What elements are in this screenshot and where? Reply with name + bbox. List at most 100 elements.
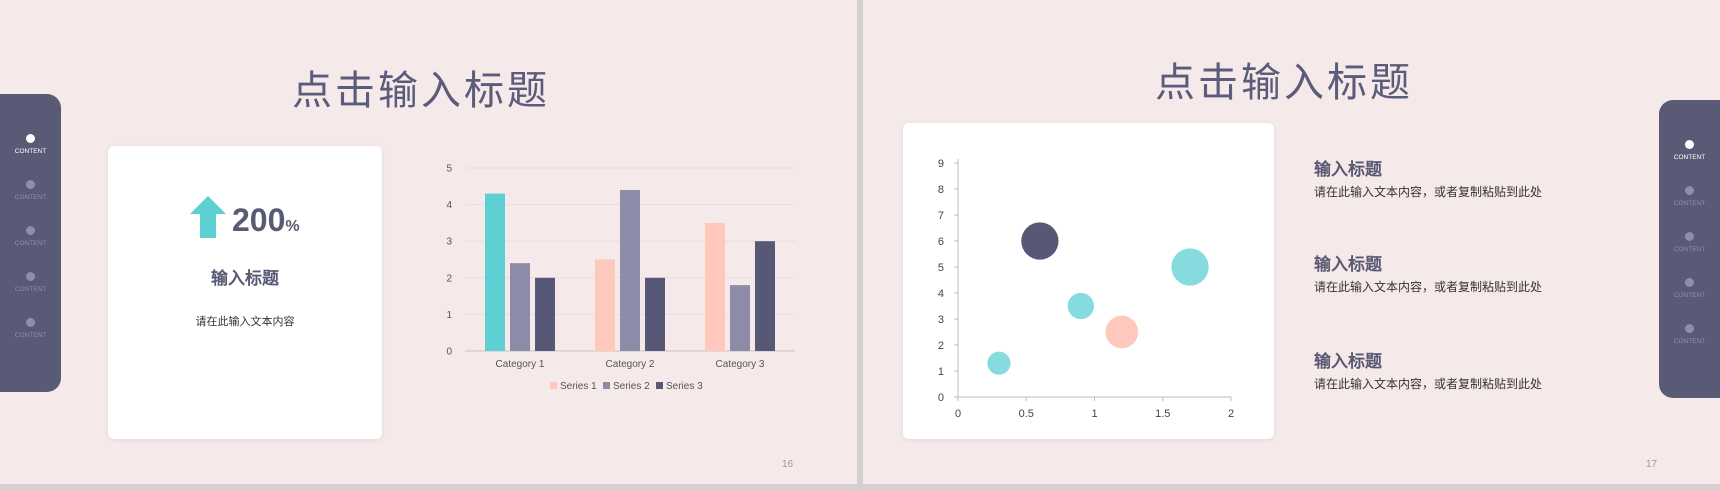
y-tick-label: 7 (938, 210, 944, 222)
x-tick-label: 0.5 (1019, 408, 1034, 420)
bubble (987, 351, 1011, 375)
text-block[interactable]: 输入标题 请在此输入文本内容，或者复制粘贴到此处 (1314, 347, 1542, 392)
side-nav: CONTENT CONTENT CONTENT CONTENT CONTENT (0, 94, 61, 392)
side-nav: CONTENT CONTENT CONTENT CONTENT CONTENT (1659, 100, 1720, 398)
slide-title[interactable]: 点击输入标题 (1155, 60, 1413, 106)
nav-item-4[interactable]: CONTENT (1659, 278, 1720, 299)
x-tick-label: 2 (1228, 408, 1234, 420)
nav-item-2[interactable]: CONTENT (0, 180, 61, 201)
slide-16[interactable]: 点击输入标题 CONTENT CONTENT CONTENT CONTENT CONTE… (0, 0, 857, 484)
card-text: 请在此输入文本内容 (195, 315, 295, 328)
bar (755, 241, 775, 351)
nav-dot (1685, 140, 1694, 149)
text-block[interactable]: 输入标题 请在此输入文本内容，或者复制粘贴到此处 (1314, 250, 1542, 295)
page-number: 17 (1646, 459, 1658, 470)
text-block[interactable]: 输入标题 请在此输入文本内容，或者复制粘贴到此处 (1314, 155, 1542, 200)
y-tick-label: 3 (446, 237, 452, 248)
nav-dot (26, 180, 35, 189)
x-tick-label: 0 (955, 408, 961, 420)
legend-swatch (656, 382, 663, 389)
y-tick-label: 4 (938, 288, 944, 300)
nav-item-3[interactable]: CONTENT (1659, 232, 1720, 253)
nav-dot (1685, 232, 1694, 241)
x-tick-label: Category 3 (716, 359, 765, 370)
slide-title[interactable]: 点击输入标题 (292, 68, 550, 114)
bubble (1105, 315, 1139, 349)
bar (595, 259, 615, 351)
y-tick-label: 2 (938, 340, 944, 352)
legend-label: Series 2 (613, 381, 650, 392)
y-tick-label: 9 (938, 158, 944, 170)
x-tick-label: 1 (1091, 408, 1097, 420)
y-tick-label: 4 (446, 200, 452, 211)
legend-swatch (603, 382, 610, 389)
chart-card: 0 1 2 3 4 5 6 7 8 9 0 0.5 1 1.5 2 (903, 123, 1274, 439)
y-tick-label: 0 (446, 347, 452, 358)
y-tick-label: 0 (938, 392, 944, 404)
bar-chart: 0 1 2 3 4 5 Category 1 Category 2 Category 3 Seri… (446, 164, 795, 392)
nav-dot (1685, 186, 1694, 195)
x-tick-label: 1.5 (1155, 408, 1170, 420)
nav-label: CONTENT (14, 148, 47, 155)
bar (705, 222, 725, 351)
nav-label: CONTENT (1673, 154, 1706, 161)
bubble (1067, 292, 1095, 320)
bubble-chart: 0 1 2 3 4 5 6 7 8 9 0 0.5 1 1.5 2 (938, 158, 1234, 420)
nav-item-1[interactable]: CONTENT (0, 134, 61, 155)
y-tick-label: 5 (446, 164, 452, 175)
y-tick-label: 6 (938, 236, 944, 248)
y-tick-label: 3 (938, 314, 944, 326)
y-tick-label: 5 (938, 262, 944, 274)
nav-label: CONTENT (14, 332, 47, 339)
text-block-body: 请在此输入文本内容，或者复制粘贴到此处 (1314, 185, 1543, 199)
bar (510, 263, 530, 351)
nav-label: CONTENT (14, 286, 47, 293)
nav-label: CONTENT (14, 194, 47, 201)
y-tick-label: 2 (446, 273, 452, 284)
nav-dot (26, 134, 35, 143)
slide-divider (857, 0, 863, 490)
nav-item-5[interactable]: CONTENT (1659, 324, 1720, 345)
nav-dot (26, 226, 35, 235)
nav-dot (1685, 278, 1694, 287)
nav-label: CONTENT (1673, 200, 1706, 207)
nav-label: CONTENT (14, 240, 47, 247)
stat-card: 200% 输入标题 请在此输入文本内容 (108, 146, 382, 439)
y-tick-label: 8 (938, 184, 944, 196)
nav-item-1[interactable]: CONTENT (1659, 140, 1720, 161)
bubble (1021, 222, 1059, 260)
card-heading: 输入标题 (211, 269, 279, 289)
bar (485, 193, 505, 351)
page-number: 16 (782, 459, 794, 470)
x-tick-label: Category 2 (606, 359, 655, 370)
nav-label: CONTENT (1673, 292, 1706, 299)
bubble (1171, 248, 1209, 286)
bar (730, 285, 750, 351)
text-block-title: 输入标题 (1314, 160, 1382, 180)
nav-item-2[interactable]: CONTENT (1659, 186, 1720, 207)
y-tick-label: 1 (938, 366, 944, 378)
x-tick-label: Category 1 (496, 359, 545, 370)
slide-17[interactable]: 点击输入标题 0 1 2 3 4 5 6 7 8 9 0 0.5 1 1.5 2 输入标题 请在此输入文本内… (863, 0, 1720, 484)
nav-label: CONTENT (1673, 246, 1706, 253)
nav-dot (26, 272, 35, 281)
nav-dot (26, 318, 35, 327)
legend-label: Series 3 (666, 381, 703, 392)
stat-number: 200 (232, 202, 286, 238)
nav-dot (1685, 324, 1694, 333)
y-tick-label: 1 (446, 310, 452, 321)
nav-item-5[interactable]: CONTENT (0, 318, 61, 339)
arrow-up-icon (190, 196, 226, 238)
bar (645, 277, 665, 351)
nav-label: CONTENT (1673, 338, 1706, 345)
legend-label: Series 1 (560, 381, 597, 392)
text-block-body: 请在此输入文本内容，或者复制粘贴到此处 (1314, 280, 1543, 294)
legend-swatch (550, 382, 557, 389)
nav-item-4[interactable]: CONTENT (0, 272, 61, 293)
bar (535, 277, 555, 351)
stat-unit: % (285, 218, 300, 235)
text-block-title: 输入标题 (1314, 352, 1382, 372)
text-block-body: 请在此输入文本内容，或者复制粘贴到此处 (1314, 377, 1543, 391)
text-block-title: 输入标题 (1314, 255, 1382, 275)
nav-item-3[interactable]: CONTENT (0, 226, 61, 247)
